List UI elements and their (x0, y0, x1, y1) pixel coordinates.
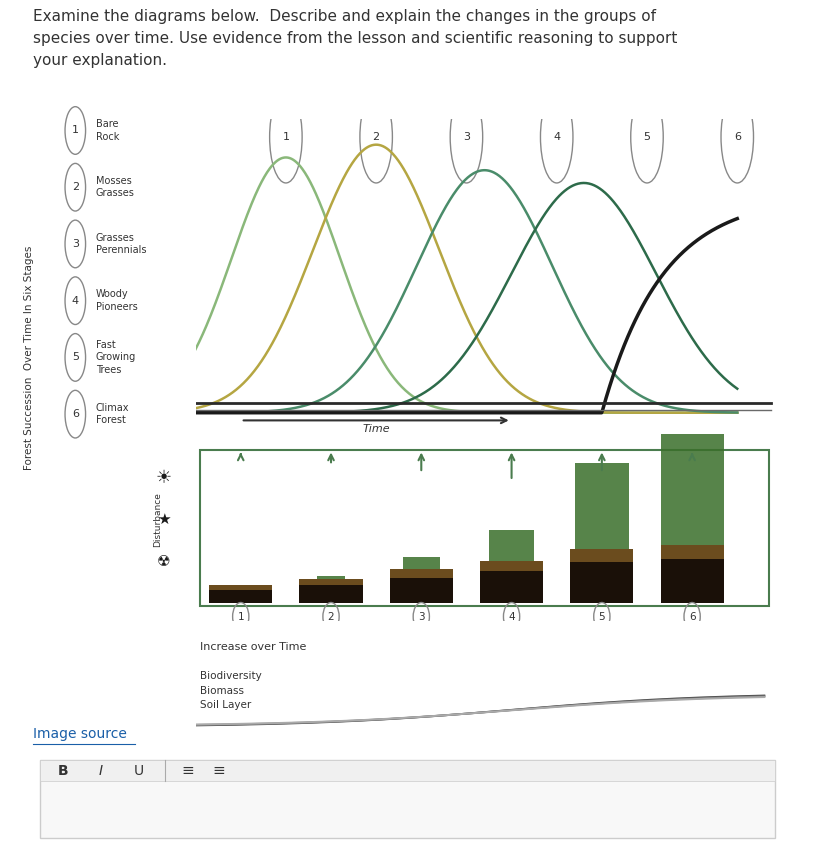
Text: Bare
Rock: Bare Rock (96, 119, 119, 141)
Text: U: U (134, 763, 143, 778)
Text: 5: 5 (644, 132, 650, 142)
FancyBboxPatch shape (390, 569, 453, 578)
Text: 4: 4 (72, 295, 79, 306)
Text: 2: 2 (72, 182, 79, 192)
Text: 6: 6 (734, 132, 741, 142)
Text: Climax
Forest: Climax Forest (96, 403, 130, 426)
FancyBboxPatch shape (299, 582, 363, 603)
Text: ≡: ≡ (182, 763, 194, 778)
FancyBboxPatch shape (660, 556, 724, 603)
Text: 2: 2 (372, 132, 380, 142)
FancyBboxPatch shape (570, 559, 633, 603)
FancyBboxPatch shape (575, 463, 629, 549)
Text: 1: 1 (237, 612, 244, 621)
Text: 5: 5 (72, 352, 79, 363)
Text: 3: 3 (72, 239, 79, 249)
FancyBboxPatch shape (299, 580, 363, 585)
Text: 1: 1 (282, 132, 289, 142)
FancyBboxPatch shape (209, 585, 272, 590)
Text: 3: 3 (463, 132, 470, 142)
Text: Biomass: Biomass (200, 686, 244, 696)
Text: Forest Succession  Over Time In Six Stages: Forest Succession Over Time In Six Stage… (24, 245, 33, 470)
FancyBboxPatch shape (317, 576, 345, 580)
Text: Biodiversity: Biodiversity (200, 671, 262, 681)
FancyBboxPatch shape (489, 530, 535, 561)
Text: ☢: ☢ (157, 555, 171, 569)
Text: 2: 2 (328, 612, 334, 621)
FancyBboxPatch shape (480, 568, 543, 603)
Text: Soil Layer: Soil Layer (200, 700, 251, 711)
Text: Disturbance: Disturbance (153, 493, 162, 547)
Text: Increase over Time: Increase over Time (200, 642, 306, 652)
FancyBboxPatch shape (570, 549, 633, 562)
FancyBboxPatch shape (390, 574, 453, 603)
Text: ★: ★ (157, 512, 171, 528)
FancyBboxPatch shape (40, 760, 775, 781)
Text: I: I (99, 763, 103, 778)
Text: ☀: ☀ (156, 469, 172, 487)
Text: B: B (58, 763, 68, 778)
Text: 3: 3 (418, 612, 425, 621)
Text: Grasses
Perennials: Grasses Perennials (96, 233, 147, 255)
Text: 5: 5 (598, 612, 606, 621)
Text: 4: 4 (509, 612, 515, 621)
FancyBboxPatch shape (209, 587, 272, 603)
Text: Mosses
Grasses: Mosses Grasses (96, 176, 134, 198)
Text: 1: 1 (72, 125, 79, 135)
Text: Woody
Pioneers: Woody Pioneers (96, 289, 138, 311)
Text: Fast
Growing
Trees: Fast Growing Trees (96, 340, 136, 374)
Text: 4: 4 (553, 132, 560, 142)
FancyBboxPatch shape (40, 760, 775, 838)
Text: Time: Time (363, 425, 390, 434)
FancyBboxPatch shape (403, 557, 439, 569)
FancyBboxPatch shape (660, 545, 724, 559)
Text: 6: 6 (689, 612, 695, 621)
FancyBboxPatch shape (480, 561, 543, 571)
Text: Examine the diagrams below.  Describe and explain the changes in the groups of
s: Examine the diagrams below. Describe and… (33, 9, 677, 68)
Text: ≡: ≡ (212, 763, 225, 778)
Text: Image source: Image source (33, 727, 126, 741)
Text: 6: 6 (72, 409, 79, 420)
FancyBboxPatch shape (660, 428, 724, 545)
